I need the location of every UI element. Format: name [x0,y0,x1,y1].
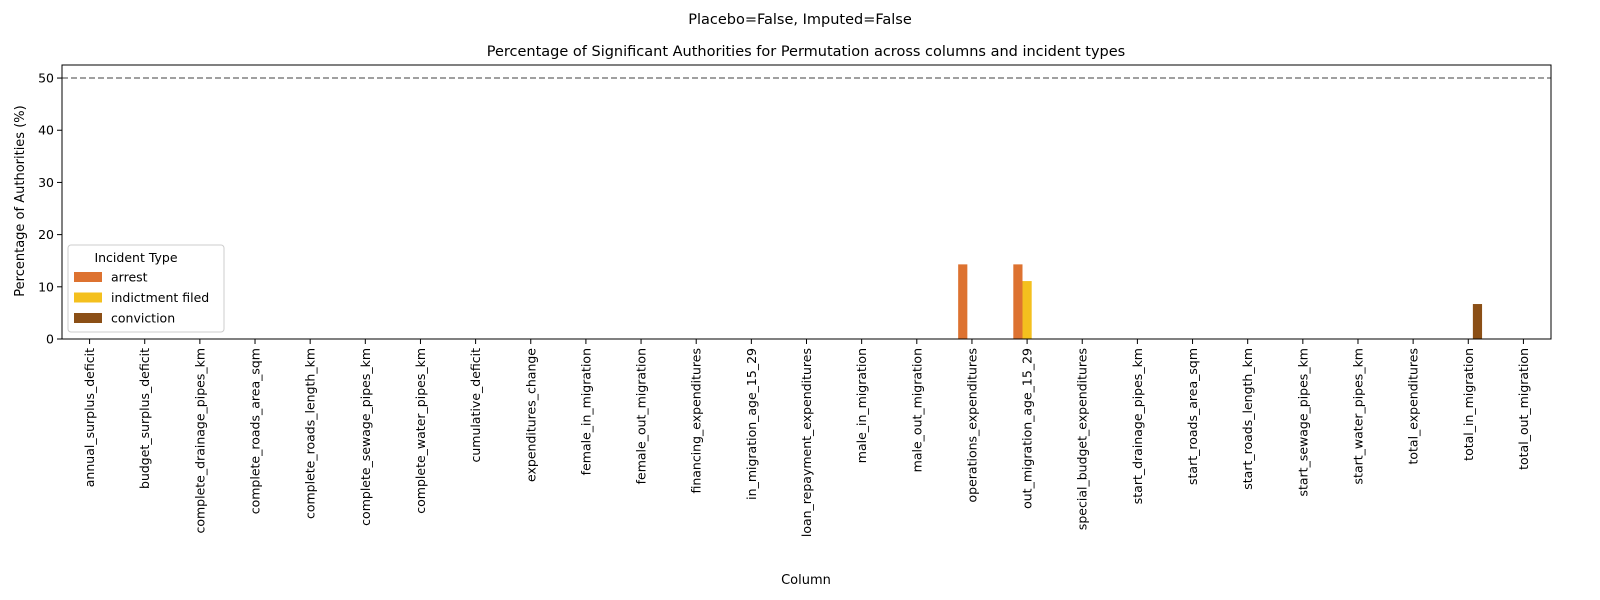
x-tick-label: loan_repayment_expenditures [799,348,814,537]
x-tick-label: budget_surplus_deficit [137,348,152,489]
x-tick-label: start_sewage_pipes_km [1295,348,1310,497]
bar-indictment-filed-out_migration_age_15_29 [1022,281,1032,339]
x-tick-label: annual_surplus_deficit [82,348,97,487]
x-tick-label: start_roads_area_sqm [1185,348,1200,485]
x-tick-label: start_drainage_pipes_km [1130,348,1145,504]
bar-arrest-out_migration_age_15_29 [1013,264,1023,339]
legend-box [67,244,225,333]
legend-label-arrest: arrest [111,270,148,285]
x-tick-label: special_budget_expenditures [1075,348,1090,530]
chart-title: Percentage of Significant Authorities fo… [487,44,1126,60]
x-tick-label: operations_expenditures [964,348,979,503]
x-tick-label: total_in_migration [1461,348,1476,461]
chart-suptitle: Placebo=False, Imputed=False [688,12,912,28]
plot-area: 0 10 20 30 40 50 annual_surplus_deficit budget_… [38,64,1552,537]
legend-swatch-indictment-filed [74,292,102,303]
x-tick-label: male_out_migration [909,348,924,472]
x-tick-label: financing_expenditures [689,348,704,494]
y-tick-label: 20 [38,227,54,242]
x-tick-label: total_expenditures [1406,348,1421,465]
y-tick-label: 50 [38,71,54,86]
x-tick-label: total_out_migration [1516,348,1531,470]
x-tick-label: complete_water_pipes_km [413,348,428,514]
legend-title: Incident Type [94,250,177,265]
x-tick-label: complete_sewage_pipes_km [358,348,373,526]
bar-conviction-total_in_migration [1472,304,1483,339]
bar-arrest-operations_expenditures [958,264,968,339]
legend: Incident Type arrest indictment filed convi… [67,244,225,333]
x-tick-label: start_water_pipes_km [1350,348,1365,484]
x-tick-label: male_in_migration [854,348,869,463]
x-tick-label: female_out_migration [634,348,649,484]
y-tick-label: 40 [38,123,54,138]
y-axis-label: Percentage of Authorities (%) [13,105,28,296]
x-tick-label: in_migration_age_15_29 [744,348,759,500]
x-tick-label: start_roads_length_km [1240,348,1255,490]
x-tick-label: expenditures_change [523,348,538,482]
x-tick-label: complete_roads_length_km [303,348,318,519]
x-tick-label: cumulative_deficit [468,348,483,463]
x-tick-label: complete_drainage_pipes_km [192,348,207,534]
legend-label-indictment-filed: indictment filed [111,290,209,305]
legend-swatch-arrest [74,272,102,282]
y-tick-label: 0 [46,332,54,347]
y-tick-label: 10 [38,279,54,294]
x-axis-label: Column [781,573,831,588]
plot-frame [61,64,1552,340]
legend-label-conviction: conviction [111,311,175,326]
x-tick-label: complete_roads_area_sqm [248,348,263,514]
legend-swatch-conviction [74,313,102,323]
x-tick-label: out_migration_age_15_29 [1020,348,1035,509]
x-tick-label: female_in_migration [578,348,593,475]
y-tick-label: 30 [38,175,54,190]
